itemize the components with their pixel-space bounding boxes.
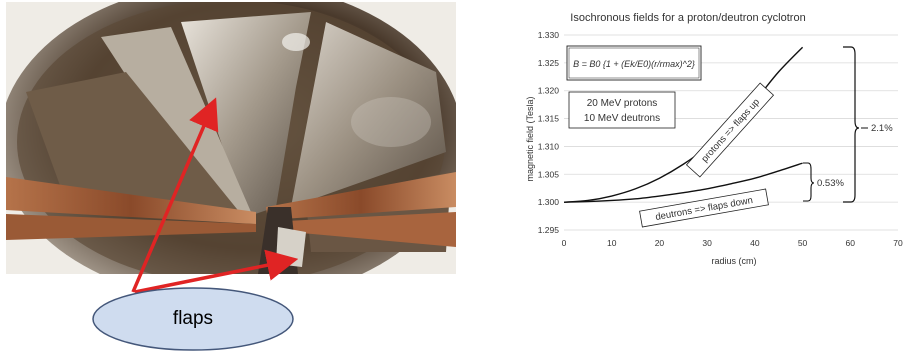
chart-title: Isochronous fields for a proton/deutron …: [570, 12, 805, 24]
x-axis-label: radius (cm): [711, 256, 756, 266]
energy-box: 20 MeV protons 10 MeV deutrons: [568, 91, 676, 129]
y-tick-label: 1.320: [538, 86, 560, 96]
y-tick-labels: 1.295 1.300 1.305 1.310 1.315 1.320 1.325 1.330: [538, 30, 560, 235]
formula-text: B = B0 {1 + (Ek/E0)(r/rmax)^2}: [573, 59, 695, 69]
x-tick-label: 60: [846, 238, 856, 248]
y-tick-label: 1.315: [538, 114, 560, 124]
x-tick-labels: 0 10 20 30 40 50 60 70: [562, 238, 903, 248]
y-axis-label: magnetic field (Tesla): [525, 96, 535, 181]
y-tick-label: 1.295: [538, 225, 560, 235]
energy-line-1: 20 MeV protons: [587, 98, 658, 109]
y-tick-label: 1.310: [538, 141, 560, 151]
y-tick-label: 1.300: [538, 197, 560, 207]
x-tick-label: 0: [562, 238, 567, 248]
y-tick-label: 1.305: [538, 169, 560, 179]
series-line-deutrons: [563, 162, 803, 203]
x-tick-label: 40: [750, 238, 760, 248]
x-tick-label: 30: [702, 238, 712, 248]
flaps-label: flaps: [172, 308, 214, 329]
bracket-deutrons: [803, 162, 815, 202]
y-tick-label: 1.325: [538, 58, 560, 68]
bracket-protons: [843, 46, 860, 203]
x-tick-label: 50: [798, 238, 808, 248]
energy-line-2: 10 MeV deutrons: [584, 113, 660, 124]
x-tick-label: 70: [893, 238, 903, 248]
formula-box: B = B0 {1 + (Ek/E0)(r/rmax)^2}: [566, 45, 702, 81]
cyclotron-photo: [6, 2, 456, 274]
bracket-deutrons-label: 0.53%: [817, 178, 844, 189]
x-tick-label: 20: [655, 238, 665, 248]
x-tick-label: 10: [607, 238, 617, 248]
bracket-protons-label: 2.1%: [871, 123, 893, 134]
y-tick-label: 1.330: [538, 30, 560, 40]
isochronous-field-chart: Isochronous fields for a proton/deutron …: [512, 2, 904, 278]
